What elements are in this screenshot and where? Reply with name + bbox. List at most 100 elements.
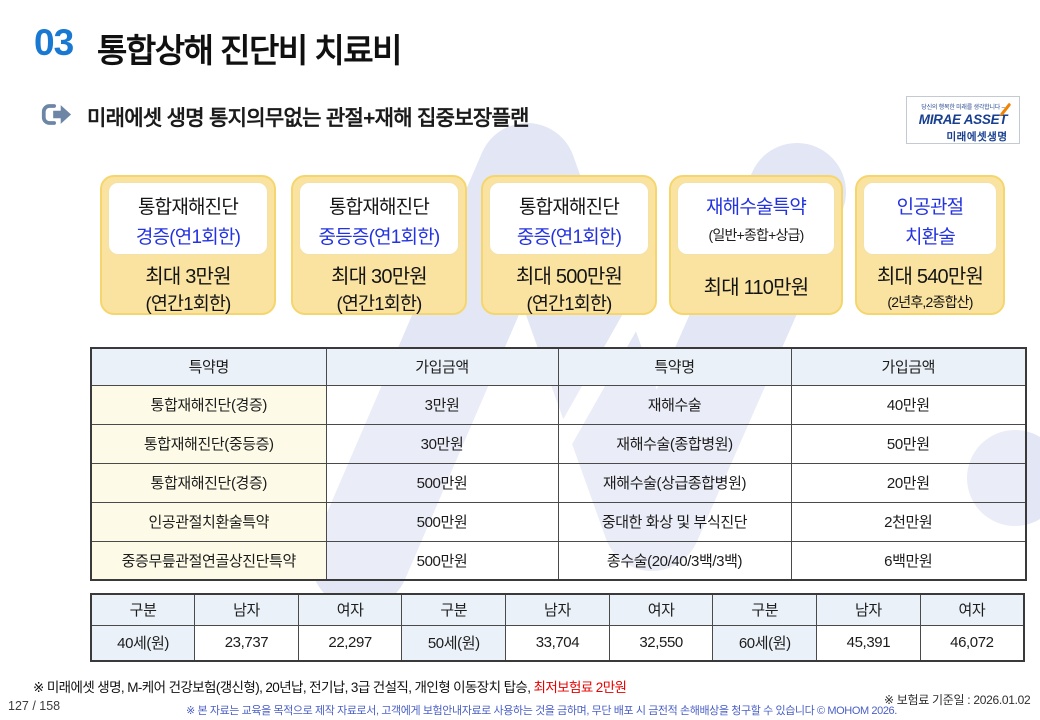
premium-date: ※ 보험료 기준일 : 2026.01.02 [884,693,1031,707]
table-cell: 재해수술(상급종합병원) [557,462,792,503]
table-header: 가입금액 [790,347,1027,386]
table-header-row: 특약명 가입금액 특약명 가입금액 [90,347,1027,386]
card-subtitle: 경증(연1회한) [135,227,241,248]
card-amount-note: (연간1회한) [145,293,231,314]
table-header-row: 구분 남자 여자 구분 남자 여자 구분 남자 여자 [90,593,1025,626]
exit-arrow-icon [40,101,72,133]
logo-name-ko: 미래에셋생명 [946,131,1008,143]
table-row: 인공관절치환술특약 500만원 중대한 화상 및 부식진단 2천만원 [90,501,1027,542]
card-amount-note: (연간1회한) [526,293,612,314]
mirae-asset-logo: 당신의 행복한 미래를 생각합니다 – MIRAE ASSET 미래에셋생명 [906,96,1020,144]
card-amount-note: (2년후,2종합산) [887,294,973,310]
card-amount: 최대 540만원 [876,266,984,288]
table-cell: 인공관절치환술특약 [90,501,327,542]
table-cell: 50세(원) [401,624,507,662]
table-cell: 500만원 [325,540,559,581]
card-amount-area: 최대 30만원 (연간1회한) [293,260,465,316]
table-cell: 중증무릎관절연골상진단특약 [90,540,327,581]
table-cell: 40만원 [790,384,1027,425]
card-amount-area: 최대 110만원 [671,271,841,300]
table-cell: 40세(원) [90,624,196,662]
condition-note-text: ※ 미래에셋 생명, M-케어 건강보험(갱신형), 20년납, 전기납, 3급… [33,680,534,695]
table-cell: 46,072 [919,624,1025,662]
table-cell-highlight: 6백만원 [790,540,1027,581]
table-header: 여자 [297,593,403,626]
table-cell: 통합재해진단(중등증) [90,423,327,464]
card-title: 통합재해진단 [328,197,430,218]
section-number: 03 [34,22,74,63]
table-row: 중증무릎관절연골상진단특약 500만원 종수술(20/40/3백/3백) 6백만… [90,540,1027,581]
benefit-card-artificial-joint: 인공관절 치환술 최대 540만원 (2년후,2종합산) [855,175,1005,315]
table-cell: 33,704 [505,624,610,662]
card-subtitle: (일반+종합+상급) [708,227,805,243]
card-title-area: 통합재해진단 중등증(연1회한) [299,182,459,255]
table-row: 통합재해진단(경증) 3만원 재해수술 40만원 [90,384,1027,425]
table-cell: 60세(원) [712,624,818,662]
table-cell: 20만원 [790,462,1027,503]
table-header: 여자 [919,593,1025,626]
table-cell: 30만원 [325,423,559,464]
logo-name-en: MIRAE ASSET [919,102,1012,128]
table-cell: 통합재해진단(경증) [90,462,327,503]
card-amount: 최대 500만원 [515,266,623,288]
benefit-card-mild: 통합재해진단 경증(연1회한) 최대 3만원 (연간1회한) [100,175,276,315]
table-cell-highlight: 종수술(20/40/3백/3백) [557,540,792,581]
table-cell: 45,391 [816,624,921,662]
table-cell: 50만원 [790,423,1027,464]
card-amount-area: 최대 540만원 (2년후,2종합산) [857,260,1003,312]
table-cell: 재해수술 [557,384,792,425]
table-header: 구분 [90,593,196,626]
page-number: 127 / 158 [8,699,61,713]
card-title: 인공관절 [896,197,965,218]
benefit-card-accident-surgery: 재해수술특약 (일반+종합+상급) 최대 110만원 [669,175,843,315]
table-row: 통합재해진단(경증) 500만원 재해수술(상급종합병원) 20만원 [90,462,1027,503]
card-title: 통합재해진단 [137,197,239,218]
benefit-table: 특약명 가입금액 특약명 가입금액 통합재해진단(경증) 3만원 재해수술 40… [90,347,1027,581]
subtitle-row: 미래에셋 생명 통지의무없는 관절+재해 집중보장플랜 [40,101,529,133]
table-header: 가입금액 [325,347,559,386]
card-title-area: 인공관절 치환술 [863,182,997,255]
table-row: 통합재해진단(중등증) 30만원 재해수술(종합병원) 50만원 [90,423,1027,464]
footer-disclaimer: ※ 본 자료는 교육을 목적으로 제작 자료로서, 고객에게 보험안내자료로 사… [186,705,897,717]
table-cell: 500만원 [325,501,559,542]
card-amount: 최대 3만원 [145,266,231,288]
table-cell: 3만원 [325,384,559,425]
card-title: 재해수술특약 [705,197,807,218]
card-subtitle: 중증(연1회한) [516,227,622,248]
table-row: 40세(원) 23,737 22,297 50세(원) 33,704 32,55… [90,624,1025,662]
table-cell: 500만원 [325,462,559,503]
table-cell: 중대한 화상 및 부식진단 [557,501,792,542]
table-cell: 통합재해진단(경증) [90,384,327,425]
card-amount-note: (연간1회한) [336,293,422,314]
condition-note-highlight: 최저보험료 2만원 [533,680,627,695]
card-title-area: 재해수술특약 (일반+종합+상급) [677,182,835,255]
table-cell: 32,550 [608,624,714,662]
card-title-area: 통합재해진단 경증(연1회한) [108,182,268,255]
table-header: 남자 [816,593,921,626]
card-title-line2: 치환술 [904,227,956,248]
card-amount-area: 최대 3만원 (연간1회한) [102,260,274,316]
card-subtitle: 중등증(연1회한) [318,227,441,248]
card-amount: 최대 30만원 [331,266,428,288]
table-header: 남자 [194,593,299,626]
table-header: 특약명 [90,347,327,386]
table-header: 특약명 [557,347,792,386]
table-header: 여자 [608,593,714,626]
logo-tagline: 당신의 행복한 미래를 생각합니다 – [921,105,1005,111]
plan-subtitle: 미래에셋 생명 통지의무없는 관절+재해 집중보장플랜 [87,107,529,130]
card-title: 통합재해진단 [518,197,620,218]
table-cell: 2천만원 [790,501,1027,542]
table-cell: 22,297 [297,624,403,662]
condition-note: ※ 미래에셋 생명, M-케어 건강보험(갱신형), 20년납, 전기납, 3급… [33,676,627,696]
benefit-card-severe: 통합재해진단 중증(연1회한) 최대 500만원 (연간1회한) [481,175,657,315]
benefit-card-moderate: 통합재해진단 중등증(연1회한) 최대 30만원 (연간1회한) [291,175,467,315]
table-cell: 재해수술(종합병원) [557,423,792,464]
card-amount: 최대 110만원 [703,277,809,299]
table-cell: 23,737 [194,624,299,662]
table-header: 구분 [401,593,507,626]
page-title: 통합상해 진단비 치료비 [97,32,402,69]
premium-table: 구분 남자 여자 구분 남자 여자 구분 남자 여자 40세(원) 23,737… [90,593,1025,662]
card-amount-area: 최대 500만원 (연간1회한) [483,260,655,316]
table-header: 남자 [505,593,610,626]
